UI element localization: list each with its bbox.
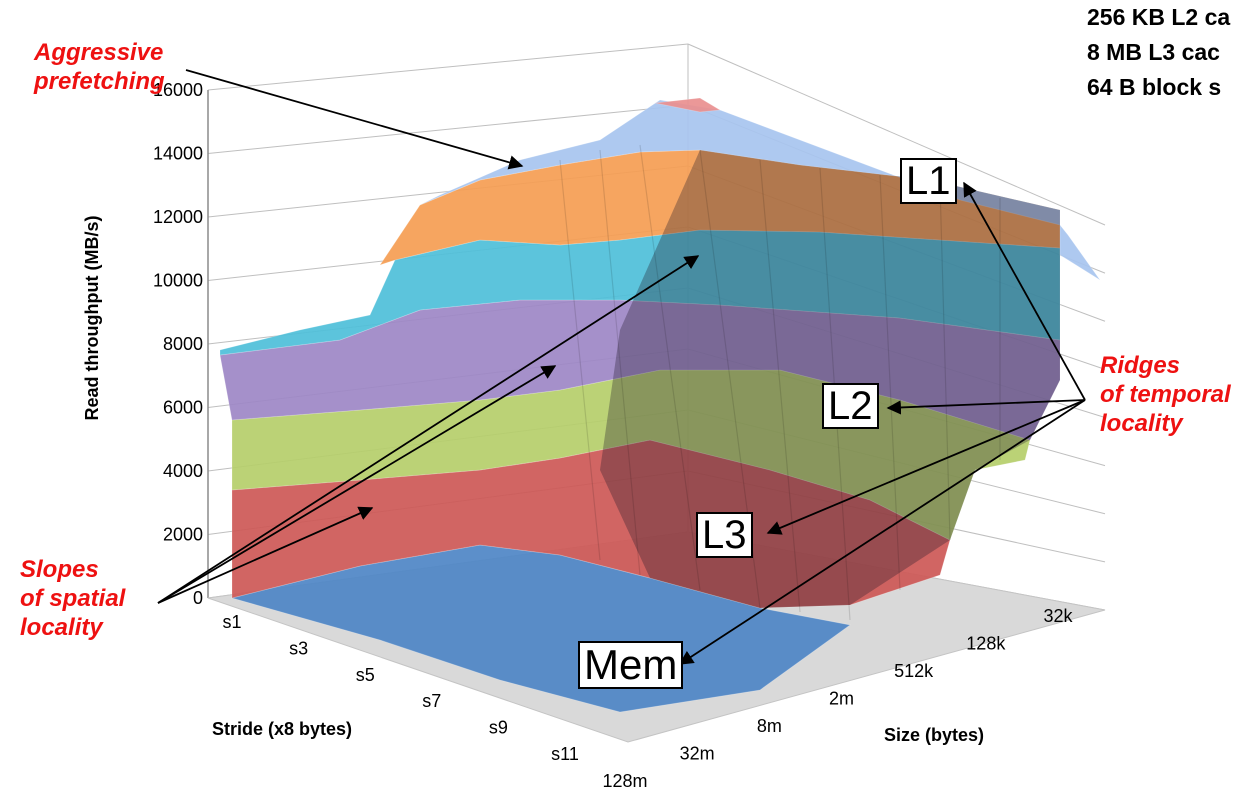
annotation-prefetch: Aggressive prefetching xyxy=(34,38,165,96)
annotation-arrow-5 xyxy=(886,399,1086,415)
gridline-side-8 xyxy=(687,43,1106,226)
annotation-arrow-0 xyxy=(185,69,524,170)
z-tick-label: 0 xyxy=(193,588,203,608)
cache-info-line-3: 64 B block s xyxy=(1087,74,1222,100)
surface-facet-6 xyxy=(879,174,901,591)
surface-facet-4 xyxy=(759,159,801,613)
y-tick-label: 32m xyxy=(680,744,715,764)
annotation-temporal-line-2: of temporal xyxy=(1100,381,1231,408)
y-tick-label: 32k xyxy=(1043,606,1073,626)
annotation-spatial-line-3: locality xyxy=(20,614,103,641)
z-tick-label: 16000 xyxy=(153,80,203,100)
surface-facet-0 xyxy=(559,159,601,561)
y-tick-label: 128m xyxy=(602,771,647,791)
z-tick-label: 12000 xyxy=(153,207,203,227)
annotation-arrow-7 xyxy=(678,399,1086,665)
gridline-back-8 xyxy=(207,43,689,91)
annotation-arrow-3 xyxy=(157,506,374,604)
z-tick-label: 2000 xyxy=(163,525,203,545)
annotation-spatial: Slopes of spatial locality xyxy=(20,555,170,642)
label-l1: L1 xyxy=(900,158,957,204)
label-mem: Mem xyxy=(578,641,684,689)
x-tick-label: s5 xyxy=(356,665,375,685)
x-tick-label: s7 xyxy=(422,691,441,711)
x-tick-label: s3 xyxy=(289,638,308,658)
surface-shade xyxy=(600,150,1060,608)
annotation-spatial-line-1: Slopes xyxy=(20,556,99,583)
label-l3: L3 xyxy=(696,512,753,558)
x-tick-label: s9 xyxy=(489,718,508,738)
z-tick-label: 14000 xyxy=(153,144,203,164)
surface-band-7 xyxy=(654,97,722,113)
annotation-arrow-2 xyxy=(157,365,557,604)
z-tick-label: 6000 xyxy=(163,398,203,418)
surface-facet-2 xyxy=(639,144,701,591)
cache-info-line-1: 256 KB L2 ca xyxy=(1087,4,1231,30)
annotation-temporal-line-3: locality xyxy=(1100,410,1183,437)
surface-facet-7 xyxy=(939,184,951,541)
y-tick-label: 128k xyxy=(966,634,1006,654)
annotation-spatial-line-2: of spatial xyxy=(20,585,126,612)
x-tick-label: s1 xyxy=(222,612,241,632)
z-tick-label: 4000 xyxy=(163,461,203,481)
y-tick-label: 8m xyxy=(757,716,782,736)
y-tick-label: 512k xyxy=(894,661,934,681)
x-tick-label: s11 xyxy=(551,744,579,764)
annotation-arrow-6 xyxy=(766,399,1086,535)
label-l2: L2 xyxy=(822,383,879,429)
annotation-temporal-line-1: Ridges xyxy=(1100,352,1181,379)
annotation-arrow-4 xyxy=(963,181,1086,401)
cache-info-line-2: 8 MB L3 cac xyxy=(1087,39,1220,65)
annotation-temporal: Ridges of temporal locality xyxy=(1100,351,1250,438)
z-tick-label: 8000 xyxy=(163,334,203,354)
x-axis-title: Stride (x8 bytes) xyxy=(212,719,352,739)
annotation-prefetch-text: Aggressive prefetching xyxy=(34,39,165,95)
tick-layer: 0 2000 4000 6000 8000 10000 12000 14000 16000 s1 s… xyxy=(153,80,1074,791)
annotation-arrow-1 xyxy=(157,255,700,604)
surface-facet-1 xyxy=(599,149,641,576)
arrow-layer xyxy=(157,69,1086,665)
gridline-back-7 xyxy=(207,104,689,154)
z-tick-label: 10000 xyxy=(153,271,203,291)
z-axis-title: Read throughput (MB/s) xyxy=(82,216,102,421)
y-tick-label: 2m xyxy=(829,689,854,709)
y-axis-title: Size (bytes) xyxy=(884,725,984,745)
